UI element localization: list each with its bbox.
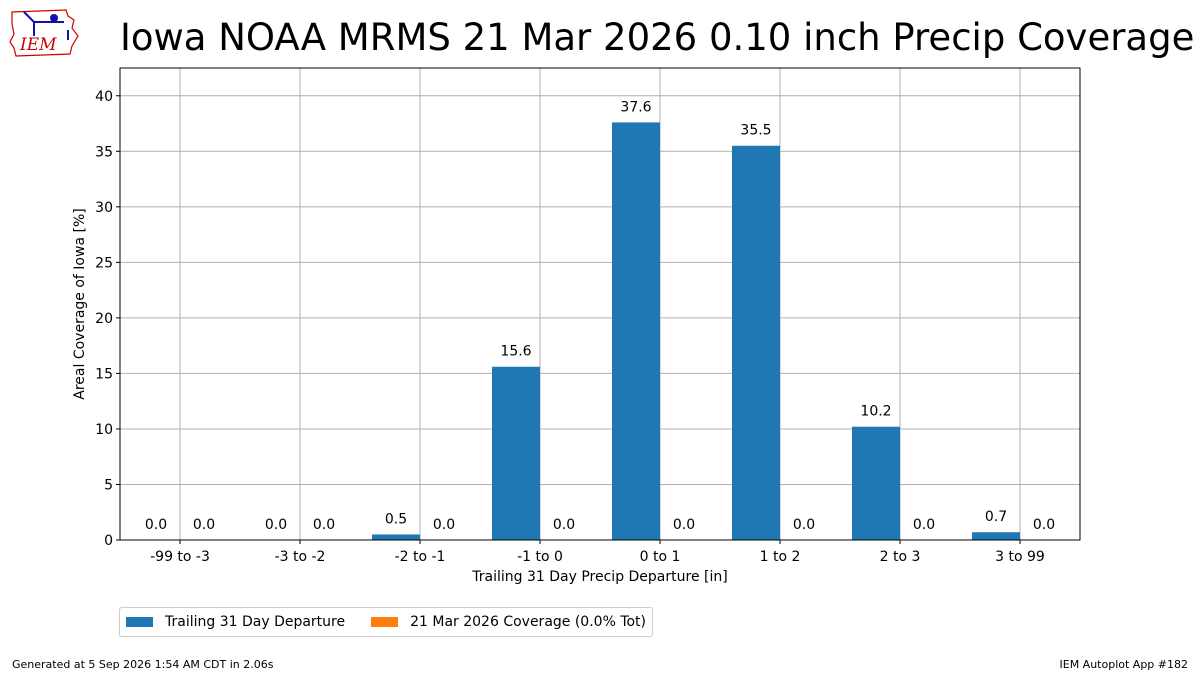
bars [372,122,1020,540]
axis-ticks: 0 5 10 15 20 25 30 35 40 -99 to -3 -3 to -2 -2 to -… [95,89,1045,565]
y-tick-label: 25 [95,255,113,271]
bar-departure [852,426,900,540]
grid [120,68,1080,541]
bar-value-label: 0.0 [913,517,935,533]
iem-logo: IEM [9,9,79,57]
y-tick-label: 35 [95,144,113,160]
bar-chart: 0.0 0.0 0.5 15.6 37.6 35.5 10.2 0.7 0.0 0.0 0.0 0.0… [72,67,1081,585]
legend-swatch [126,617,153,627]
x-tick-label: -1 to 0 [517,549,563,565]
legend-label: 21 Mar 2026 Coverage (0.0% Tot) [410,614,647,630]
x-tick-label: 3 to 99 [995,549,1045,565]
y-tick-label: 0 [104,533,113,549]
bar-value-label: 35.5 [740,123,771,139]
logo-text: IEM [19,35,57,55]
bar-value-label: 0.0 [1033,517,1055,533]
y-tick-label: 40 [95,89,113,105]
y-tick-label: 20 [95,311,113,327]
bar-departure [612,122,660,540]
bar-value-label: 0.0 [313,517,335,533]
bar-departure [372,534,420,540]
bar-value-labels: 0.0 0.0 0.5 15.6 37.6 35.5 10.2 0.7 0.0 0.0 0.0 0.0… [145,99,1055,533]
weather-vane-icon [23,11,69,40]
x-tick-label: -99 to -3 [150,549,210,565]
legend-label: Trailing 31 Day Departure [165,614,346,630]
bar-value-label: 0.5 [385,511,407,527]
bar-value-label: 0.0 [673,517,695,533]
x-tick-label: -2 to -1 [395,549,446,565]
legend-item-coverage: 21 Mar 2026 Coverage (0.0% Tot) [371,614,646,630]
footer-generated: Generated at 5 Sep 2026 1:54 AM CDT in 2… [12,658,274,671]
legend: Trailing 31 Day Departure 21 Mar 2026 Co… [119,607,654,637]
bar-value-label: 15.6 [500,344,531,360]
bar-departure [732,145,780,540]
bar-value-label: 0.0 [553,517,575,533]
bar-value-label: 0.0 [193,517,215,533]
bar-departure [972,532,1020,540]
x-tick-label: 2 to 3 [880,549,921,565]
y-tick-label: 5 [104,477,113,493]
legend-swatch [371,617,399,627]
x-axis-label: Trailing 31 Day Precip Departure [in] [471,569,727,585]
bar-departure [492,366,540,540]
bar-value-label: 37.6 [620,99,651,115]
y-tick-label: 10 [95,422,113,438]
chart-title: Iowa NOAA MRMS 21 Mar 2026 0.10 inch Pre… [120,16,1195,59]
bar-value-label: 0.7 [985,509,1007,525]
y-tick-label: 15 [95,366,113,382]
y-tick-label: 30 [95,200,113,216]
bar-value-label: 0.0 [793,517,815,533]
x-tick-label: 1 to 2 [760,549,801,565]
bar-value-label: 0.0 [433,517,455,533]
bar-value-label: 0.0 [145,517,167,533]
footer-app: IEM Autoplot App #182 [1059,658,1189,671]
x-tick-label: 0 to 1 [640,549,681,565]
legend-item-departure: Trailing 31 Day Departure [126,614,345,630]
y-axis-label: Areal Coverage of Iowa [%] [72,208,88,399]
bar-value-label: 0.0 [265,517,287,533]
plot-frame [119,67,1081,541]
bar-value-label: 10.2 [860,404,891,420]
x-tick-label: -3 to -2 [275,549,326,565]
